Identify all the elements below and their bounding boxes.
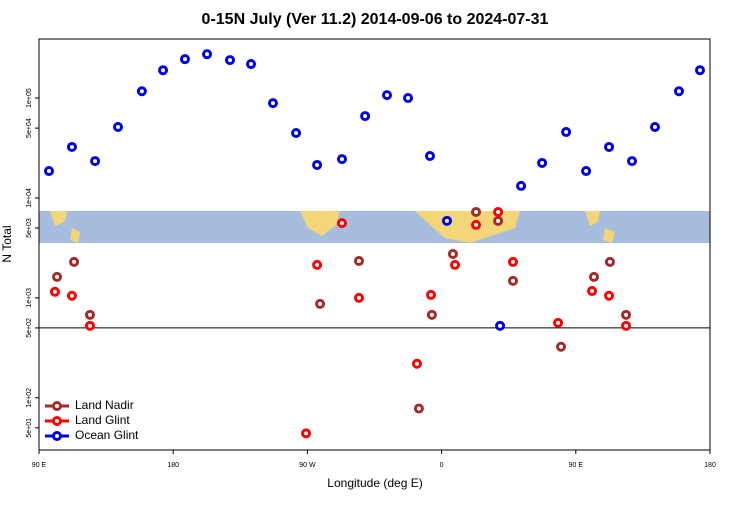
y-tick-label: 5e+04 (26, 118, 33, 138)
x-tick-label: 0 (440, 462, 444, 469)
point (441, 215, 452, 226)
y-axis-label: N Total (0, 225, 14, 262)
point (556, 341, 567, 352)
point (43, 166, 54, 177)
point (508, 256, 519, 267)
point (66, 290, 77, 301)
legend-marker (52, 401, 62, 411)
point (84, 309, 95, 320)
point (495, 320, 506, 331)
point (90, 156, 101, 167)
point (66, 141, 77, 152)
point (312, 259, 323, 270)
point (508, 275, 519, 286)
point (621, 309, 632, 320)
legend-label: Land Glint (75, 413, 130, 427)
point (426, 289, 437, 300)
point (426, 309, 437, 320)
point (49, 286, 60, 297)
point (136, 86, 147, 97)
plot-frame (38, 38, 711, 451)
y-tick-label: 1e+03 (26, 288, 33, 308)
point (202, 49, 213, 60)
point (695, 65, 706, 76)
point (649, 122, 660, 133)
point (493, 206, 504, 217)
point (493, 215, 504, 226)
chart-title: 0-15N July (Ver 11.2) 2014-09-06 to 2024… (202, 11, 549, 28)
map-band (39, 211, 710, 243)
point (604, 290, 615, 301)
point (450, 259, 461, 270)
point (179, 54, 190, 65)
point (471, 219, 482, 230)
point (447, 248, 458, 259)
point (537, 157, 548, 168)
x-axis-label: Longitude (deg E) (327, 476, 422, 490)
y-tick-label: 1e+02 (26, 388, 33, 408)
y-tick-label: 1e+05 (26, 88, 33, 108)
point (627, 156, 638, 167)
legend-marker (52, 416, 62, 426)
point (52, 271, 63, 282)
point (158, 65, 169, 76)
point (673, 86, 684, 97)
x-tick-label: 180 (704, 462, 716, 469)
point (312, 159, 323, 170)
point (336, 218, 347, 229)
point (267, 98, 278, 109)
map-land (50, 211, 615, 243)
point (291, 127, 302, 138)
point (587, 286, 598, 297)
point (301, 428, 312, 439)
point (69, 256, 80, 267)
point (353, 292, 364, 303)
y-tick-label: 1e+04 (26, 188, 33, 208)
point (225, 55, 236, 66)
point (360, 111, 371, 122)
y-tick-label: 5e+01 (26, 418, 33, 438)
point (621, 320, 632, 331)
point (581, 166, 592, 177)
x-tick-label: 90 W (299, 462, 316, 469)
legend-label: Ocean Glint (75, 428, 139, 442)
point (84, 320, 95, 331)
point (516, 180, 527, 191)
point (411, 358, 422, 369)
point (315, 298, 326, 309)
x-tick-label: 180 (167, 462, 179, 469)
point (336, 154, 347, 165)
point (471, 206, 482, 217)
x-tick-label: 90 E (32, 462, 47, 469)
legend-marker (52, 431, 62, 441)
point (604, 256, 615, 267)
point (604, 141, 615, 152)
point (246, 59, 257, 70)
point (403, 93, 414, 104)
point (382, 90, 393, 101)
y-tick-label: 5e+02 (26, 318, 33, 338)
legend-label: Land Nadir (75, 398, 134, 412)
point (561, 127, 572, 138)
point (553, 317, 564, 328)
point (113, 122, 124, 133)
point (588, 271, 599, 282)
point (413, 403, 424, 414)
y-tick-label: 5e+03 (26, 218, 33, 238)
point (424, 150, 435, 161)
point (353, 255, 364, 266)
x-tick-label: 90 E (569, 462, 584, 469)
